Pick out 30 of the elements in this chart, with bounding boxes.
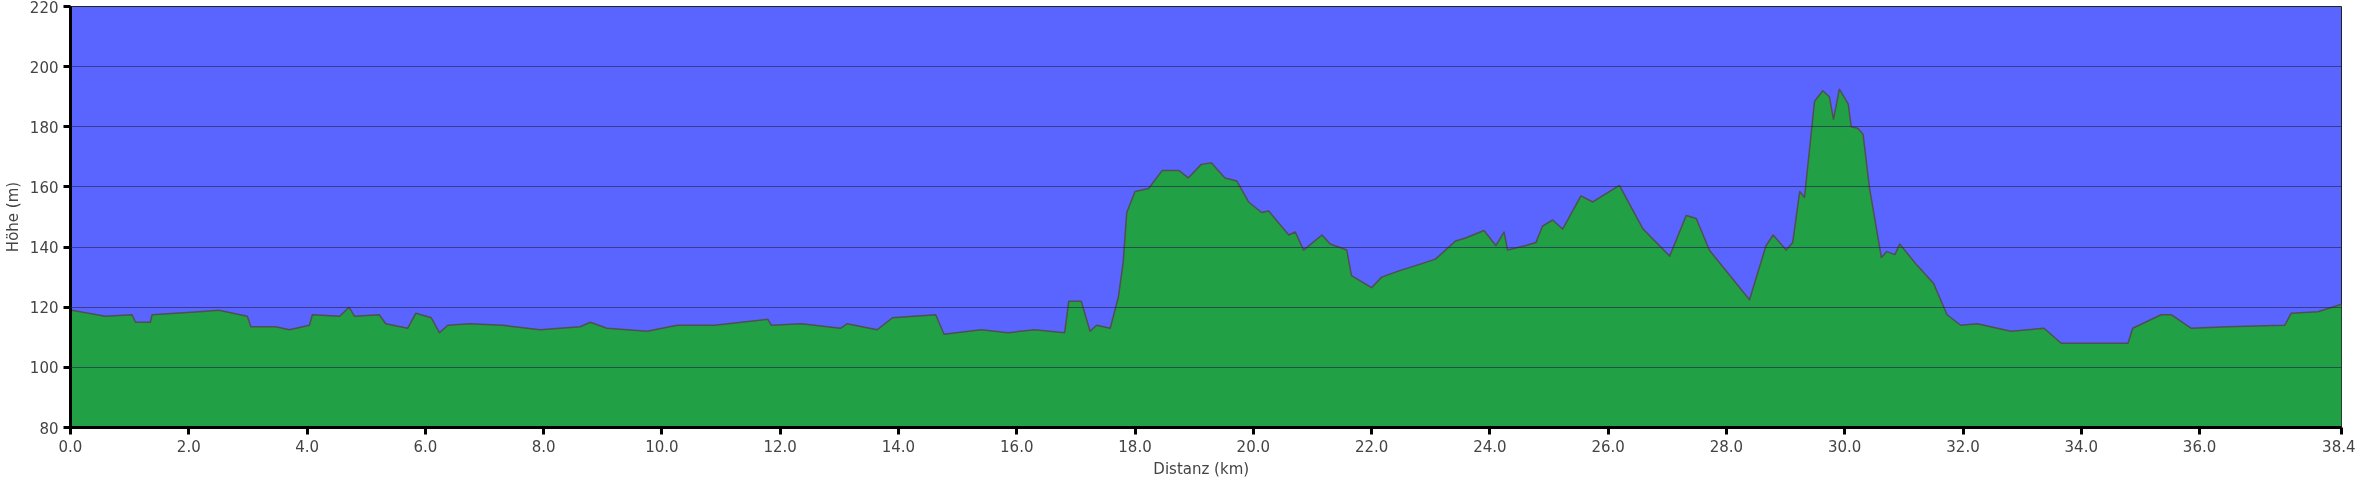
x-tick-label: 34.0 (2064, 437, 2098, 456)
x-tick-label: 18.0 (1118, 437, 1152, 456)
x-tick-label: 36.0 (2182, 437, 2217, 456)
x-tick-label: 22.0 (1354, 437, 1389, 456)
y-axis-title: Höhe (m) (3, 181, 22, 253)
y-tick-label: 120 (29, 299, 59, 318)
x-tick-label: 32.0 (1946, 437, 1980, 456)
y-tick-label: 220 (29, 0, 59, 17)
y-tick-label: 180 (29, 118, 59, 137)
y-tick-label: 80 (39, 419, 59, 438)
x-tick-label: 2.0 (176, 437, 201, 456)
y-tick-label: 160 (29, 178, 59, 197)
x-tick-label: 24.0 (1473, 437, 1507, 456)
x-tick-label: 20.0 (1236, 437, 1271, 456)
x-tick-label: 14.0 (881, 437, 916, 456)
x-tick-label: 30.0 (1828, 437, 1862, 456)
x-tick-label: 38.4 (2322, 437, 2356, 456)
x-tick-label: 4.0 (295, 437, 319, 456)
y-tick-label: 140 (29, 239, 59, 258)
y-tick-label: 100 (29, 359, 59, 378)
x-tick-label: 0.0 (58, 437, 83, 456)
x-tick-label: 28.0 (1709, 437, 1744, 456)
x-tick-label: 16.0 (1000, 437, 1034, 456)
x-axis-title: Distanz (km) (1153, 459, 1250, 478)
x-tick-label: 12.0 (763, 437, 797, 456)
y-tick-label: 200 (29, 58, 59, 77)
x-tick-label: 8.0 (531, 437, 556, 456)
x-tick-label: 26.0 (1591, 437, 1625, 456)
x-tick-label: 10.0 (645, 437, 679, 456)
x-tick-label: 6.0 (413, 437, 438, 456)
